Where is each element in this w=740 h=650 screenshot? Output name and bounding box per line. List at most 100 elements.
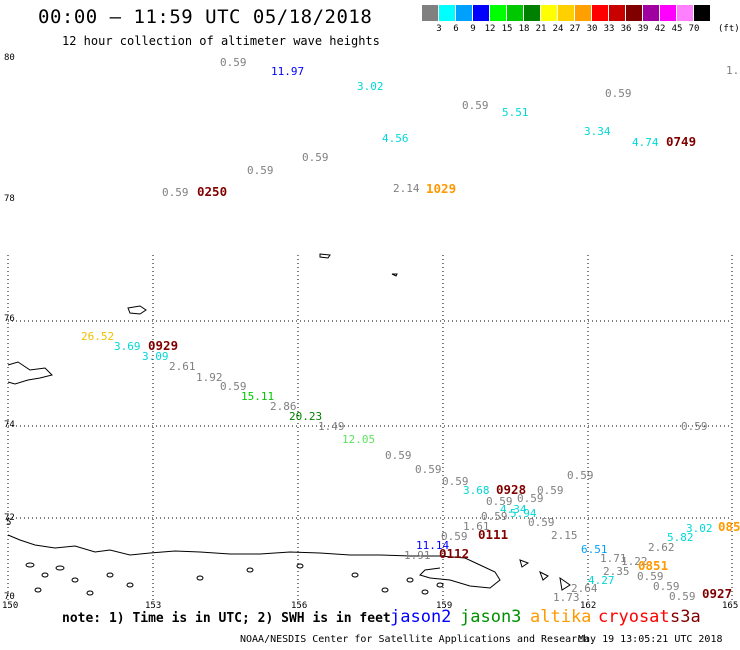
scale-label: 24	[552, 24, 564, 34]
wave-height-value: 2.61	[169, 360, 196, 373]
satellite-legend-entry: jason3	[460, 607, 522, 627]
wave-height-value: 0.59	[605, 87, 632, 100]
wave-height-value: 1.73	[553, 591, 580, 604]
wave-height-value: 0.59	[517, 492, 544, 505]
wave-height-value: 2.15	[551, 529, 578, 542]
wave-height-value: 1.7	[726, 64, 740, 77]
wave-height-value: 1.91	[404, 549, 431, 562]
wave-height-value: 0.59	[385, 449, 412, 462]
wave-height-value: 0.59	[415, 463, 442, 476]
wave-height-value: 5.94	[510, 507, 537, 520]
scale-swatch	[575, 5, 592, 21]
wave-height-value: 12.05	[342, 433, 376, 446]
wave-height-value: 0.59	[162, 186, 189, 199]
scale-swatch	[660, 5, 677, 21]
wave-height-value: 0.59	[681, 420, 708, 433]
map-subtitle: 12 hour collection of altimeter wave hei…	[62, 34, 380, 48]
pass-time-label: 0928	[496, 482, 527, 497]
satellite-legend-entry: jason2	[390, 607, 452, 627]
scale-swatch	[694, 5, 711, 21]
wave-height-value: 4.56	[382, 132, 409, 145]
east-coast	[519, 559, 571, 591]
small-island-north	[391, 273, 398, 277]
wave-height-value: 5.51	[502, 106, 529, 119]
scale-swatch	[592, 5, 609, 21]
wave-height-value: 20.23	[289, 410, 323, 423]
scale-label: 6	[453, 24, 459, 34]
scale-label: 15	[501, 24, 513, 34]
pass-time-label: 0851	[638, 558, 669, 573]
latitude-label: 5	[6, 518, 12, 528]
wave-height-value: 3.69	[114, 340, 141, 353]
wave-height-value: 0.59	[537, 484, 564, 497]
wave-height-value: 0.59	[462, 99, 489, 112]
herald-island	[319, 253, 331, 259]
scale-swatch	[524, 5, 541, 21]
longitude-label: 156	[291, 601, 308, 611]
color-scale-unit: (ft)	[718, 24, 740, 34]
wave-height-value: 0.59	[441, 530, 468, 543]
latitude-label: 78	[4, 194, 15, 204]
latitude-label: 74	[4, 420, 15, 430]
wave-height-value: 4.74	[632, 136, 659, 149]
generation-timestamp: May 19 13:05:21 UTC 2018	[578, 634, 723, 645]
scale-swatch	[626, 5, 643, 21]
satellite-legend-entry: cryosat	[598, 607, 670, 627]
latitude-label: 76	[4, 314, 15, 324]
coastal-lagoon	[419, 567, 441, 579]
lakes	[25, 562, 444, 596]
scale-label: 39	[637, 24, 649, 34]
wave-height-value: 0.59	[247, 164, 274, 177]
wave-height-value: 1.22	[621, 555, 648, 568]
wave-height-value: 15.11	[241, 390, 275, 403]
pass-time-label: 0927	[702, 586, 733, 601]
wave-height-value: 0.59	[528, 516, 555, 529]
wave-height-value: 0.59	[653, 580, 680, 593]
credit-line: NOAA/NESDIS Center for Satellite Applica…	[240, 634, 590, 645]
scale-swatch	[643, 5, 660, 21]
scale-label: 21	[535, 24, 547, 34]
scale-label: 42	[654, 24, 666, 34]
siberia-coast	[7, 361, 53, 385]
latitude-label: 80	[4, 53, 15, 63]
scale-swatch	[456, 5, 473, 21]
scale-label: 36	[620, 24, 632, 34]
scale-swatch	[422, 5, 439, 21]
pass-time-label: 0111	[478, 527, 509, 542]
wave-height-value: 1.71	[600, 552, 627, 565]
scale-swatch	[507, 5, 524, 21]
wave-height-value: 2.14	[393, 182, 420, 195]
longitude-label: 162	[580, 601, 597, 611]
scale-swatch	[473, 5, 490, 21]
wave-height-value: 3.34	[584, 125, 611, 138]
scale-swatch	[558, 5, 575, 21]
wave-height-value: 6.51	[581, 543, 608, 556]
wave-height-value: 4.27	[588, 574, 615, 587]
wave-height-value: 3.09	[142, 350, 169, 363]
latitude-label: 70	[4, 592, 15, 602]
wave-height-value: 0.59	[302, 151, 329, 164]
wave-height-value: 3.68	[463, 484, 490, 497]
pass-time-label: 085	[718, 519, 740, 534]
wave-height-value: 26.52	[81, 330, 115, 343]
wave-height-value: 0.59	[442, 475, 469, 488]
wave-height-value: 2.86	[270, 400, 297, 413]
wave-height-value: 2.35	[603, 565, 630, 578]
longitude-label: 159	[436, 601, 453, 611]
latitude-label: 72	[4, 513, 15, 523]
pass-time-label: 0112	[439, 546, 470, 561]
wave-height-value: 0.59	[220, 56, 247, 69]
scale-label: 12	[484, 24, 496, 34]
wave-height-value: 0.59	[220, 380, 247, 393]
scale-label: 9	[470, 24, 476, 34]
wave-height-value: 0.59	[637, 570, 664, 583]
map-title: 00:00 – 11:59 UTC 05/18/2018	[38, 6, 373, 28]
longitude-label: 165	[722, 601, 739, 611]
coastline	[7, 253, 571, 591]
footer-note: note: 1) Time is in UTC; 2) SWH is in fe…	[62, 611, 391, 626]
wave-height-value: 1.61	[463, 520, 490, 533]
pass-time-label: 0929	[148, 338, 179, 353]
scale-label: 27	[569, 24, 581, 34]
wave-height-value: 0.59	[669, 590, 696, 603]
